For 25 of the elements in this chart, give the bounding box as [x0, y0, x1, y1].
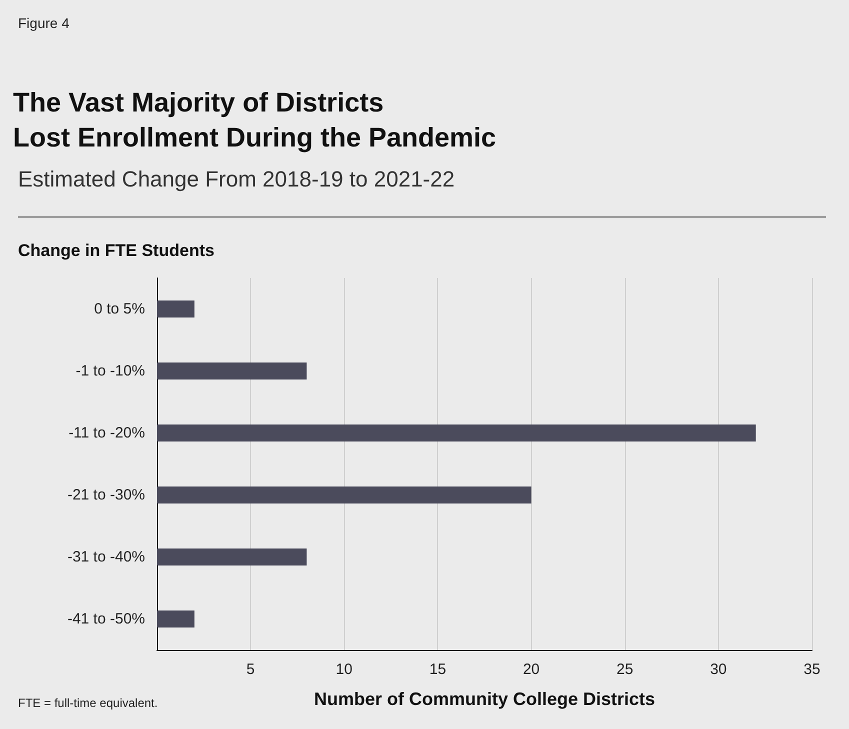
- x-tick-label: 15: [429, 661, 446, 678]
- y-tick-label: -31 to -40%: [67, 548, 145, 566]
- x-tick-label: 35: [804, 661, 820, 678]
- y-tick-label: 0 to 5%: [94, 300, 145, 318]
- y-tick-label: -41 to -50%: [67, 610, 145, 628]
- x-tick-label: 10: [336, 661, 352, 678]
- bar: [157, 424, 756, 442]
- x-tick-label: 20: [522, 661, 540, 678]
- bar: [157, 300, 194, 318]
- x-tick-label: 25: [616, 661, 634, 678]
- x-tick-label: 30: [710, 661, 727, 678]
- y-tick-label: -1 to -10%: [76, 362, 145, 380]
- y-tick-label: -21 to -30%: [67, 486, 145, 504]
- caption: Figure 4: [18, 15, 70, 31]
- bar: [157, 362, 307, 380]
- y-tick-label: -11 to -20%: [68, 424, 145, 442]
- bar: [157, 610, 194, 628]
- bar: [157, 486, 532, 504]
- bar: [157, 548, 307, 566]
- chart-title: The Vast Majority of Districts Lost Enrollment During the Pandemic: [13, 88, 496, 152]
- y-axis-title: Change in FTE Students: [18, 241, 214, 260]
- text: FTE = full-time equivalent.: [18, 696, 158, 710]
- x-tick-label: 5: [246, 661, 255, 678]
- chart-subtitle: Estimated Change From 2018-19 to 2021-22: [18, 166, 455, 192]
- x-axis-title: Number of Community College Districts: [314, 689, 656, 709]
